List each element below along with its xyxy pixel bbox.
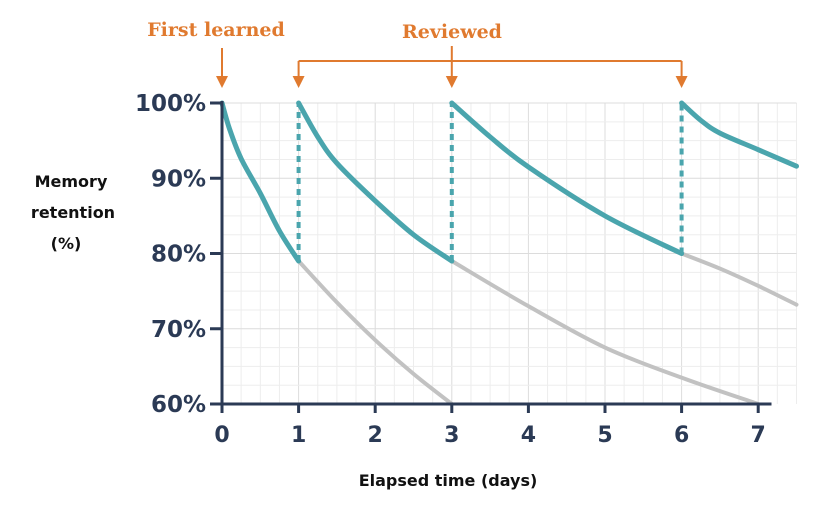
y-tick-label: 60% bbox=[151, 392, 206, 418]
retention-curve-forgetting bbox=[449, 259, 761, 406]
review-drops bbox=[296, 103, 684, 262]
retention-curve-forgetting bbox=[296, 259, 454, 406]
gridlines bbox=[222, 102, 797, 404]
axes bbox=[210, 101, 772, 413]
retention-curve-reviewed bbox=[449, 100, 685, 256]
first-learned-annotation: First learned bbox=[147, 19, 285, 41]
tick-labels: 100% 90% 80% 70% 60% 0 1 2 3 4 5 6 7 bbox=[135, 91, 766, 448]
x-tick-label: 6 bbox=[674, 423, 689, 448]
x-tick-label: 4 bbox=[521, 423, 536, 448]
y-tick-label: 80% bbox=[151, 242, 206, 268]
first-learned-arrow-head bbox=[216, 76, 228, 88]
x-tick-label: 5 bbox=[597, 423, 612, 448]
retention-curve-reviewed bbox=[219, 100, 302, 264]
reviewed-annotation: Reviewed bbox=[402, 21, 502, 43]
x-axis-title: Elapsed time (days) bbox=[359, 471, 538, 490]
x-tick-label: 7 bbox=[751, 423, 766, 448]
retention-curve-reviewed bbox=[296, 100, 455, 264]
curves bbox=[219, 100, 799, 406]
reviewed-arrow-head bbox=[445, 76, 458, 88]
x-tick-label: 1 bbox=[291, 423, 306, 448]
reviewed-arrow-head bbox=[675, 76, 688, 88]
reviewed-arrow-head bbox=[292, 76, 305, 88]
y-axis-title-line-2: retention bbox=[31, 203, 115, 222]
x-tick-label: 0 bbox=[214, 423, 229, 448]
retention-curve-forgetting bbox=[679, 251, 799, 307]
x-tick-label: 2 bbox=[368, 423, 383, 448]
y-axis-title-line-1: Memory bbox=[35, 172, 108, 191]
y-tick-label: 100% bbox=[135, 91, 206, 117]
y-tick-label: 70% bbox=[151, 317, 206, 343]
retention-curve-reviewed bbox=[679, 100, 799, 169]
x-tick-label: 3 bbox=[444, 423, 459, 448]
y-axis-title-line-3: (%) bbox=[51, 234, 82, 253]
annotation-arrows bbox=[216, 46, 688, 88]
y-tick-label: 90% bbox=[151, 166, 206, 192]
